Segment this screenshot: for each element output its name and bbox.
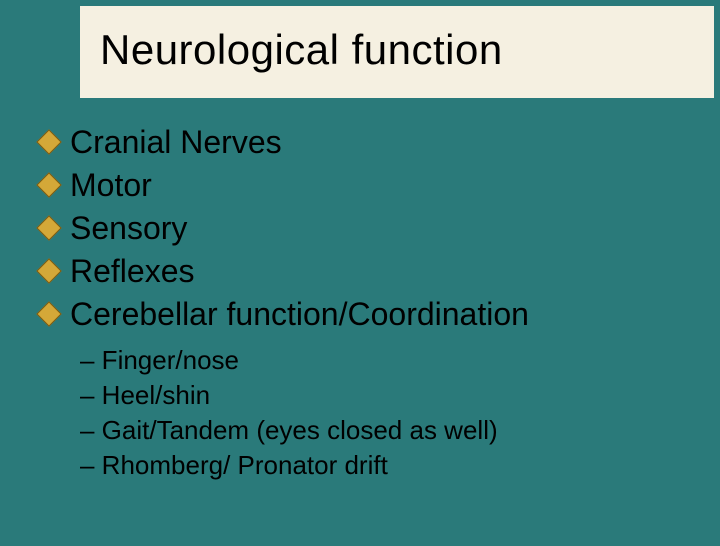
sub-bullet-item: – Rhomberg/ Pronator drift (80, 448, 680, 483)
diamond-bullet-icon (36, 216, 61, 241)
slide-title: Neurological function (100, 26, 503, 74)
bullet-text: Motor (70, 165, 152, 206)
bullet-item: Cranial Nerves (40, 122, 680, 163)
diamond-bullet-icon (36, 302, 61, 327)
slide-content: Cranial Nerves Motor Sensory Reflexes Ce… (0, 98, 720, 483)
diamond-bullet-icon (36, 259, 61, 284)
bullet-text: Cerebellar function/Coordination (70, 294, 529, 335)
title-panel: Neurological function (80, 6, 714, 98)
sub-bullet-item: – Finger/nose (80, 343, 680, 378)
sub-bullet-item: – Heel/shin (80, 378, 680, 413)
diamond-bullet-icon (36, 173, 61, 198)
diamond-bullet-icon (36, 130, 61, 155)
bullet-item: Motor (40, 165, 680, 206)
sub-bullet-group: – Finger/nose – Heel/shin – Gait/Tandem … (40, 337, 680, 483)
bullet-text: Cranial Nerves (70, 122, 282, 163)
sub-bullet-item: – Gait/Tandem (eyes closed as well) (80, 413, 680, 448)
bullet-text: Sensory (70, 208, 187, 249)
bullet-item: Reflexes (40, 251, 680, 292)
bullet-item: Sensory (40, 208, 680, 249)
bullet-text: Reflexes (70, 251, 195, 292)
bullet-item: Cerebellar function/Coordination (40, 294, 680, 335)
